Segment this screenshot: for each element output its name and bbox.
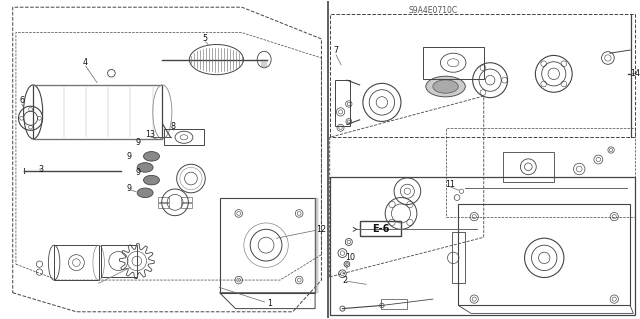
Text: 9: 9 [136, 137, 141, 146]
Bar [159, 197, 169, 202]
Bar [220, 197, 315, 293]
Text: S9A4E0710C: S9A4E0710C [408, 6, 458, 15]
Text: 9: 9 [126, 152, 131, 161]
Text: 1: 1 [268, 299, 273, 308]
Text: 4: 4 [83, 58, 88, 67]
Bar [503, 152, 554, 182]
Text: 7: 7 [333, 47, 339, 56]
Text: 12: 12 [316, 225, 326, 234]
Bar [159, 203, 169, 208]
Text: 10: 10 [346, 253, 356, 262]
Bar [452, 233, 465, 283]
Ellipse shape [143, 175, 159, 185]
Text: 5: 5 [202, 34, 207, 43]
Bar [181, 203, 191, 208]
Bar [445, 128, 636, 217]
Bar [423, 47, 484, 78]
Text: E-6: E-6 [372, 224, 389, 234]
Text: 8: 8 [171, 122, 175, 131]
Bar [54, 245, 99, 280]
Bar [381, 299, 408, 308]
Text: 2: 2 [342, 276, 348, 285]
Text: 3: 3 [38, 165, 43, 174]
Text: 11: 11 [445, 180, 456, 189]
Bar [164, 130, 204, 145]
Bar [181, 197, 191, 202]
Text: 14: 14 [630, 69, 640, 78]
Bar [100, 245, 137, 277]
Text: 6: 6 [19, 96, 24, 105]
Ellipse shape [426, 76, 465, 97]
Text: 9: 9 [126, 183, 131, 193]
Ellipse shape [137, 188, 153, 197]
Bar [33, 85, 163, 139]
Text: 9: 9 [136, 168, 141, 177]
Bar [458, 204, 630, 306]
Ellipse shape [433, 80, 458, 93]
Bar [330, 177, 636, 315]
Text: 13: 13 [145, 130, 155, 139]
Ellipse shape [137, 163, 153, 172]
Ellipse shape [143, 152, 159, 161]
Bar [335, 80, 350, 126]
